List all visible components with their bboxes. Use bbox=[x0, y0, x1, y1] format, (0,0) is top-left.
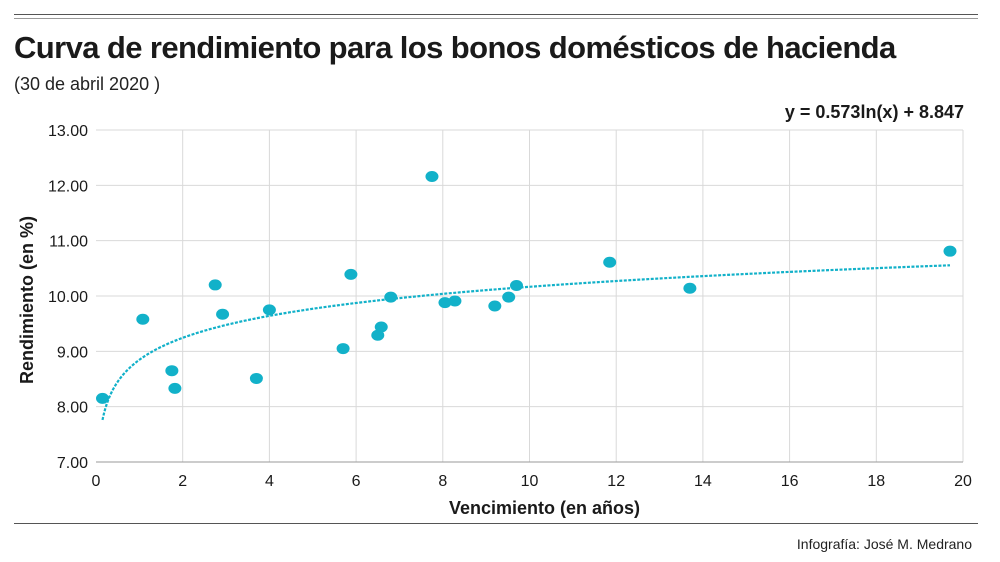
data-point bbox=[448, 295, 462, 307]
top-rule-thin bbox=[14, 18, 978, 19]
x-tick-label: 10 bbox=[521, 473, 539, 490]
data-point bbox=[943, 245, 957, 257]
credit-text: Infografía: José M. Medrano bbox=[796, 536, 972, 552]
x-tick-label: 6 bbox=[352, 473, 361, 490]
data-point bbox=[344, 268, 358, 280]
data-point bbox=[683, 282, 697, 294]
y-tick-label: 12.00 bbox=[48, 178, 88, 195]
x-tick-label: 2 bbox=[178, 473, 187, 490]
data-point bbox=[374, 321, 388, 333]
trendline-group bbox=[101, 264, 951, 421]
data-point bbox=[603, 256, 617, 268]
x-tick-label: 8 bbox=[438, 473, 447, 490]
data-point bbox=[425, 170, 439, 182]
chart-title: Curva de rendimiento para los bonos domé… bbox=[14, 30, 896, 65]
x-tick-label: 12 bbox=[607, 473, 625, 490]
y-tick-label: 13.00 bbox=[48, 123, 88, 140]
grid-lines bbox=[96, 129, 964, 462]
y-axis-label: Rendimiento (en %) bbox=[17, 216, 37, 384]
top-rule bbox=[14, 14, 978, 15]
bottom-rule bbox=[14, 523, 978, 524]
x-tick-label: 14 bbox=[694, 473, 712, 490]
x-axis-ticks: 0 2 4 6 8 10 12 14 16 18 20 bbox=[92, 473, 972, 490]
chart-subtitle: (30 de abril 2020 ) bbox=[14, 74, 161, 94]
data-point bbox=[262, 304, 276, 316]
data-points bbox=[96, 170, 957, 404]
x-tick-label: 4 bbox=[265, 473, 274, 490]
y-tick-label: 7.00 bbox=[57, 455, 88, 472]
x-tick-label: 16 bbox=[781, 473, 799, 490]
y-tick-label: 9.00 bbox=[57, 344, 88, 361]
data-point bbox=[371, 329, 385, 341]
x-tick-label: 20 bbox=[954, 473, 972, 490]
data-point bbox=[438, 297, 452, 309]
data-point bbox=[216, 308, 230, 320]
data-point bbox=[509, 279, 523, 291]
data-point bbox=[208, 279, 222, 291]
data-point bbox=[168, 382, 182, 394]
y-tick-label: 11.00 bbox=[49, 234, 88, 251]
trendline-equation: y = 0.573ln(x) + 8.847 bbox=[784, 102, 964, 122]
x-axis-label: Vencimiento (en años) bbox=[449, 498, 640, 518]
data-point bbox=[136, 313, 150, 325]
data-point bbox=[384, 291, 398, 303]
y-tick-label: 10.00 bbox=[48, 289, 88, 306]
x-tick-label: 0 bbox=[92, 473, 101, 490]
data-point bbox=[336, 343, 350, 355]
data-point bbox=[165, 365, 179, 377]
y-tick-label: 8.00 bbox=[57, 400, 88, 417]
data-point bbox=[488, 300, 502, 312]
x-tick-label: 18 bbox=[867, 473, 885, 490]
trendline bbox=[101, 264, 951, 421]
y-axis-ticks: 7.00 8.00 9.00 10.00 11.00 12.00 13.00 bbox=[48, 123, 88, 472]
data-point bbox=[249, 372, 263, 384]
data-point bbox=[96, 392, 110, 404]
data-point bbox=[502, 291, 516, 303]
